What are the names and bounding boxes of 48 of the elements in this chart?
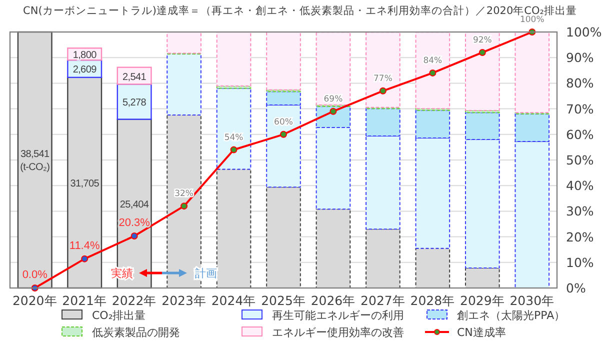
y2-tick-label: 100% (566, 24, 602, 40)
y2-tick-label: 70% (566, 101, 594, 116)
x-tick-label: 2029年 (460, 293, 505, 308)
legend-label: CO₂排出量 (92, 309, 146, 322)
x-tick-label: 2021年 (62, 293, 107, 308)
y2-tick-label: 30% (566, 204, 594, 219)
x-tick-label: 2025年 (261, 293, 306, 308)
data-label: 1,800 (72, 50, 98, 62)
y2-tick-label: 90% (566, 50, 594, 66)
data-label: 11.4% (69, 240, 100, 252)
data-label: 54% (224, 132, 244, 143)
data-label: 38,541 (t-CO₂) (20, 149, 50, 173)
data-label: 32% (174, 189, 194, 200)
x-tick-label: 2027年 (360, 293, 406, 308)
y2-tick-label: 20% (566, 229, 594, 244)
data-label: 31,705 (70, 178, 100, 190)
legend-label: 創エネ（太陽光PPA） (457, 309, 566, 322)
y2-tick-label: 10% (566, 254, 594, 270)
legend-label: エネルギー使用効率の改善 (272, 326, 404, 339)
data-label: 2,541 (122, 72, 147, 83)
y2-tick-label: 40% (566, 178, 594, 194)
legend-label: CN達成率 (457, 326, 506, 339)
y2-tick-label: 60% (566, 126, 594, 142)
x-tick-label: 2024年 (211, 293, 256, 308)
data-label: 77% (374, 74, 392, 84)
x-tick-label: 2028年 (410, 293, 456, 308)
data-label: 84% (423, 56, 442, 66)
data-label: 5,278 (122, 98, 147, 109)
y2-tick-label: 80% (566, 76, 594, 91)
data-label: 0.0% (22, 269, 48, 281)
legend-label: 再生可能エネルギーの利用 (272, 309, 404, 322)
data-label: 60% (274, 117, 293, 128)
y2-tick-label: 0% (566, 280, 586, 296)
data-label: 2,609 (72, 64, 98, 76)
legend-label: 低炭素製品の開発 (92, 326, 180, 339)
data-label: 100% (520, 15, 544, 25)
annotation: 計画 (195, 267, 217, 280)
data-label: 25,404 (120, 200, 150, 211)
x-tick-label: 2026年 (310, 293, 356, 308)
chart-title: CN(カーボンニュートラル)達成率＝（再エネ・創エネ・低炭素製品・エネ利用効率の合計）／2020年CO₂排出量 (23, 4, 577, 17)
data-label: 69% (324, 94, 343, 104)
y2-tick-label: 50% (566, 152, 594, 168)
x-tick-label: 2023年 (162, 293, 206, 308)
x-tick-label: 2030年 (510, 293, 555, 308)
data-label: 92% (472, 35, 492, 46)
x-tick-label: 2022年 (112, 293, 157, 308)
x-tick-label: 2020年 (12, 293, 58, 308)
data-label: 20.3% (118, 217, 150, 230)
